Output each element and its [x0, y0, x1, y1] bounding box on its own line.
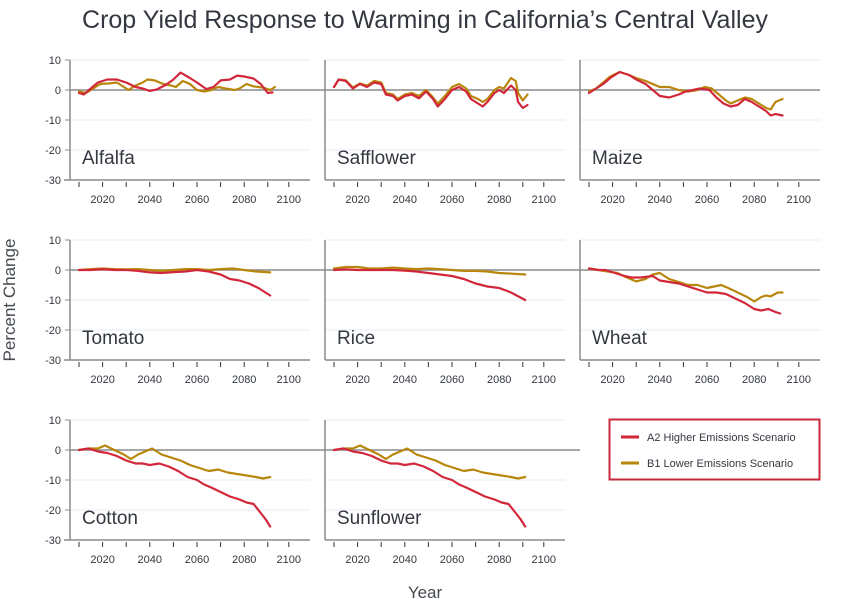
y-tick-label: 0 — [55, 445, 61, 457]
y-tick-label: -10 — [45, 115, 61, 127]
x-tick-label: 2080 — [487, 194, 511, 206]
legend: A2 Higher Emissions Scenario B1 Lower Em… — [608, 418, 821, 481]
series-a2-line — [332, 78, 529, 110]
x-tick-label: 2080 — [742, 194, 766, 206]
x-tick-label: 2020 — [600, 194, 624, 206]
y-tick-label: -30 — [45, 355, 61, 367]
x-tick-label: 2100 — [532, 194, 556, 206]
series-b1-line — [77, 78, 276, 95]
x-tick-label: 2060 — [185, 554, 209, 566]
x-tick-label: 2100 — [787, 194, 811, 206]
x-tick-label: 2040 — [138, 554, 162, 566]
panel-label: Wheat — [592, 328, 648, 349]
panel-label: Sunflower — [337, 508, 422, 529]
x-tick-label: 2100 — [532, 554, 556, 566]
x-tick-label: 2060 — [440, 194, 464, 206]
x-tick-label: 2080 — [487, 374, 511, 386]
legend-label-a2: A2 Higher Emissions Scenario — [647, 432, 796, 444]
panel-label: Maize — [592, 148, 643, 169]
y-tick-label: 0 — [55, 265, 61, 277]
series-b1-line — [332, 444, 527, 480]
panel-wheat: 2020 2040 2060 2080 2100 Wheat — [579, 239, 820, 386]
x-tick-label: 2040 — [393, 374, 417, 386]
series-a2-line — [332, 268, 527, 302]
series-b1-line — [332, 76, 529, 105]
y-tick-label: 10 — [49, 415, 61, 427]
panel-label: Rice — [337, 328, 375, 349]
x-tick-label: 2020 — [90, 374, 114, 386]
x-tick-label: 2100 — [532, 374, 556, 386]
x-tick-label: 2040 — [393, 554, 417, 566]
x-tick-label: 2020 — [345, 554, 369, 566]
panel-safflower: 2020 2040 2060 2080 2100 Safflower — [324, 59, 580, 206]
panel-label: Safflower — [337, 148, 417, 169]
y-tick-label: 0 — [55, 85, 61, 97]
x-tick-label: 2040 — [393, 194, 417, 206]
x-tick-label: 2060 — [440, 374, 464, 386]
panel-sunflower: 2020 2040 2060 2080 2100 Sunflower — [324, 419, 580, 566]
y-tick-label: 10 — [49, 55, 61, 67]
x-tick-label: 2020 — [345, 194, 369, 206]
series-b1-line — [332, 265, 527, 276]
panel-label: Tomato — [82, 328, 144, 349]
panel-rice: 2020 2040 2060 2080 2100 Rice — [324, 239, 580, 386]
x-tick-label: 2080 — [232, 554, 256, 566]
y-tick-label: -20 — [45, 145, 61, 157]
x-tick-label: 2060 — [440, 554, 464, 566]
series-a2-line — [332, 447, 527, 528]
panel-tomato: 10 0 -10 -20 -30 2020 2040 2060 2080 2100 Tomato — [45, 235, 325, 386]
chart-title: Crop Yield Response to Warming in Califo… — [82, 6, 768, 34]
legend-label-b1: B1 Lower Emissions Scenario — [647, 458, 793, 470]
y-tick-label: -20 — [45, 505, 61, 517]
x-tick-label: 2080 — [742, 374, 766, 386]
y-tick-label: -10 — [45, 475, 61, 487]
x-tick-label: 2100 — [277, 194, 301, 206]
series-a2-line — [77, 268, 272, 297]
x-tick-label: 2040 — [138, 374, 162, 386]
x-tick-label: 2060 — [695, 194, 719, 206]
x-tick-label: 2100 — [277, 374, 301, 386]
x-tick-label: 2100 — [277, 554, 301, 566]
y-tick-label: -10 — [45, 295, 61, 307]
panel-alfalfa: 10 0 -10 -20 -30 2020 2040 2060 2080 2100 Alfalfa — [45, 55, 325, 206]
x-tick-label: 2020 — [345, 374, 369, 386]
series-a2-line — [587, 70, 784, 117]
x-tick-label: 2080 — [232, 194, 256, 206]
x-tick-label: 2020 — [90, 554, 114, 566]
legend-frame — [608, 418, 821, 481]
y-tick-label: 10 — [49, 235, 61, 247]
x-tick-label: 2060 — [185, 194, 209, 206]
series-a2-line — [587, 267, 782, 315]
y-tick-label: -20 — [45, 325, 61, 337]
x-tick-label: 2080 — [487, 554, 511, 566]
x-tick-label: 2020 — [600, 374, 624, 386]
series-b1-line — [77, 444, 272, 480]
x-tick-label: 2040 — [648, 194, 672, 206]
x-tick-label: 2060 — [185, 374, 209, 386]
y-tick-label: -30 — [45, 175, 61, 187]
panel-label: Alfalfa — [82, 148, 135, 169]
x-tick-label: 2080 — [232, 374, 256, 386]
panel-label: Cotton — [82, 508, 138, 529]
x-tick-label: 2020 — [90, 194, 114, 206]
series-a2-line — [77, 71, 274, 96]
y-tick-label: -30 — [45, 535, 61, 547]
panels: 10 0 -10 -20 -30 2020 2040 2060 2080 2100 Alfalfa 2… — [45, 55, 820, 566]
x-axis-title: Year — [408, 583, 443, 600]
x-tick-label: 2040 — [138, 194, 162, 206]
x-tick-label: 2100 — [787, 374, 811, 386]
panel-maize: 2020 2040 2060 2080 2100 Maize — [579, 59, 820, 206]
series-a2-line — [77, 447, 272, 528]
x-tick-label: 2040 — [648, 374, 672, 386]
panel-cotton: 10 0 -10 -20 -30 2020 2040 2060 2080 2100 Cotton — [45, 415, 325, 566]
x-tick-label: 2060 — [695, 374, 719, 386]
y-axis-title: Percent Change — [0, 239, 19, 362]
